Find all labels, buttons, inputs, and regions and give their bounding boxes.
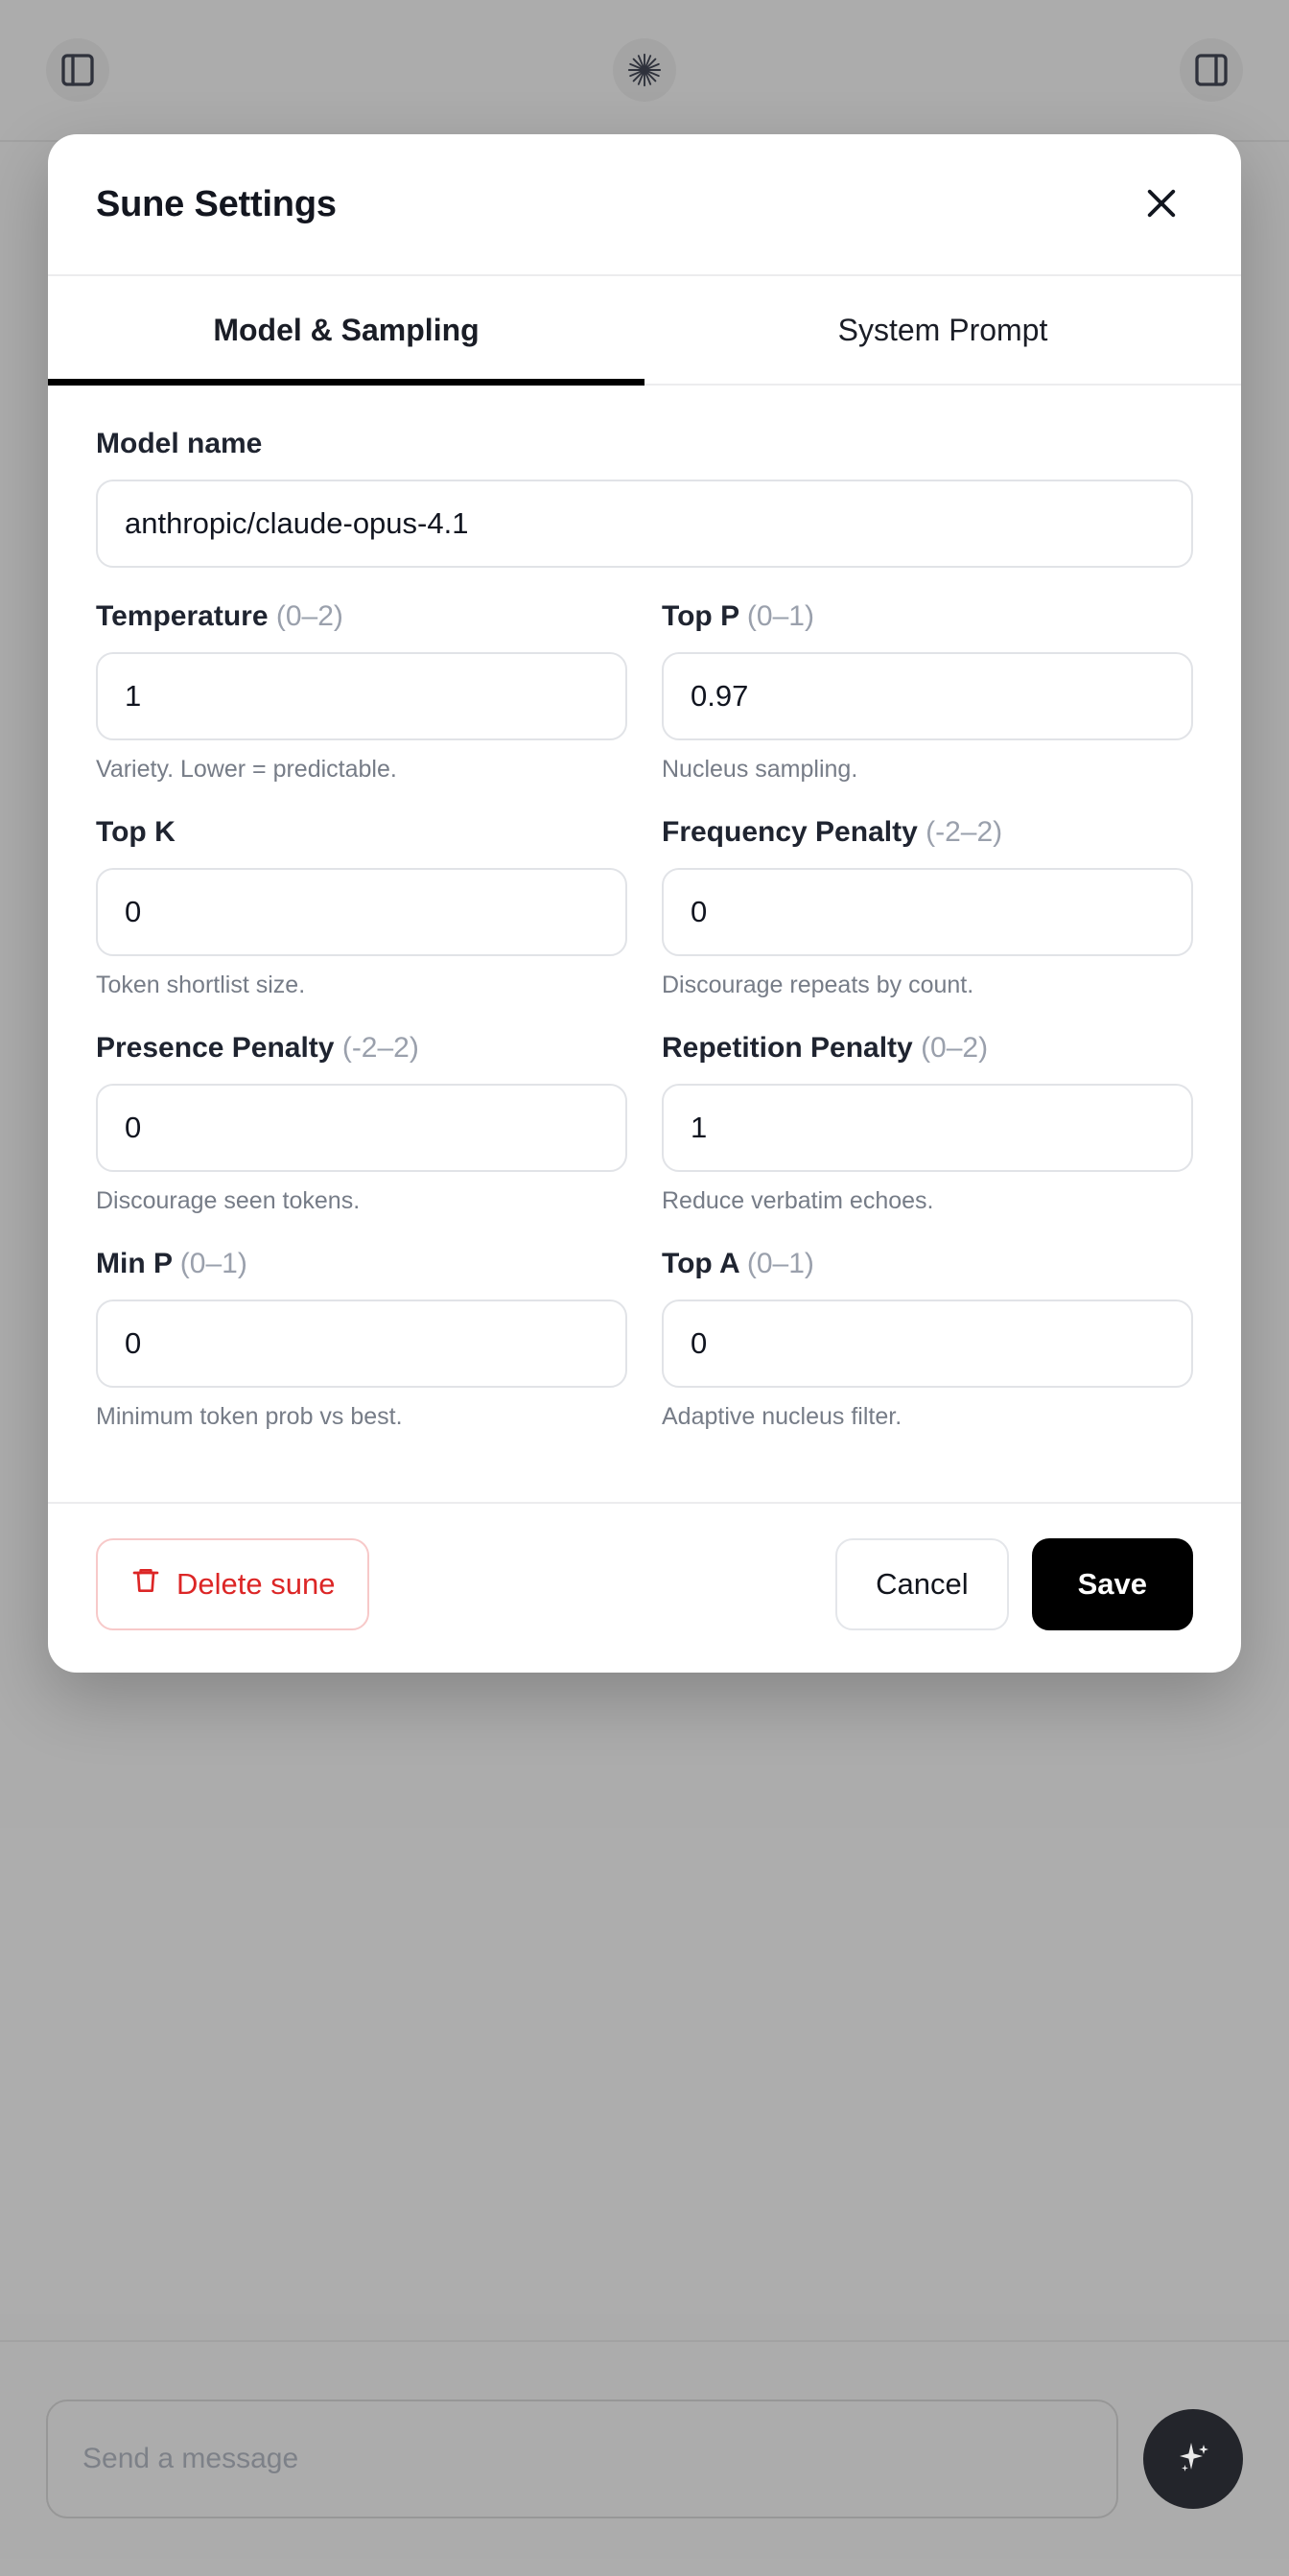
presence-penalty-hint: Discourage seen tokens. bbox=[96, 1187, 361, 1214]
presence-penalty-label: Presence Penalty (-2–2) bbox=[96, 1032, 419, 1064]
top-a-hint: Adaptive nucleus filter. bbox=[662, 1403, 902, 1430]
top-p-range: (0–1) bbox=[746, 600, 814, 632]
field-top-p: Top P (0–1) Nucleus sampling. bbox=[662, 600, 1193, 784]
sampling-fields-grid: Temperature (0–2) Variety. Lower = predi… bbox=[96, 600, 1193, 1464]
dialog-title: Sune Settings bbox=[96, 183, 337, 224]
dialog-header: Sune Settings bbox=[48, 134, 1241, 276]
delete-sune-button[interactable]: Delete sune bbox=[96, 1538, 370, 1630]
right-panel-toggle-icon bbox=[1192, 51, 1230, 89]
dialog-body: Model name Temperature (0–2) Variety. Lo… bbox=[48, 386, 1241, 1502]
min-p-label: Min P (0–1) bbox=[96, 1248, 247, 1279]
frequency-penalty-range: (-2–2) bbox=[926, 816, 1003, 848]
min-p-range: (0–1) bbox=[179, 1248, 247, 1279]
field-frequency-penalty: Frequency Penalty (-2–2) Discourage repe… bbox=[662, 816, 1193, 999]
field-repetition-penalty: Repetition Penalty (0–2) Reduce verbatim… bbox=[662, 1032, 1193, 1215]
min-p-input[interactable] bbox=[96, 1300, 627, 1388]
min-p-hint: Minimum token prob vs best. bbox=[96, 1403, 403, 1430]
temperature-label: Temperature (0–2) bbox=[96, 600, 343, 632]
top-a-label: Top A (0–1) bbox=[662, 1248, 814, 1279]
delete-sune-label: Delete sune bbox=[176, 1567, 336, 1601]
temperature-range: (0–2) bbox=[275, 600, 343, 632]
repetition-penalty-input[interactable] bbox=[662, 1084, 1193, 1172]
model-name-input[interactable] bbox=[96, 480, 1193, 568]
top-a-input[interactable] bbox=[662, 1300, 1193, 1388]
footer-actions: Cancel Save bbox=[835, 1538, 1193, 1630]
repetition-penalty-label: Repetition Penalty (0–2) bbox=[662, 1032, 989, 1064]
close-x-icon bbox=[1141, 183, 1182, 226]
top-k-hint: Token shortlist size. bbox=[96, 972, 306, 998]
presence-penalty-range: (-2–2) bbox=[341, 1032, 419, 1064]
frequency-penalty-label: Frequency Penalty (-2–2) bbox=[662, 816, 1003, 848]
tab-model-and-sampling[interactable]: Model & Sampling bbox=[48, 276, 644, 386]
presence-penalty-input[interactable] bbox=[96, 1084, 627, 1172]
top-p-hint: Nucleus sampling. bbox=[662, 756, 858, 783]
field-model-name: Model name bbox=[96, 428, 1193, 568]
frequency-penalty-input[interactable] bbox=[662, 868, 1193, 956]
temperature-input[interactable] bbox=[96, 652, 627, 740]
trash-icon bbox=[130, 1565, 161, 1604]
dialog-footer: Delete sune Cancel Save bbox=[48, 1502, 1241, 1673]
field-top-a: Top A (0–1) Adaptive nucleus filter. bbox=[662, 1248, 1193, 1431]
top-k-label: Top K bbox=[96, 816, 176, 848]
save-button[interactable]: Save bbox=[1031, 1538, 1193, 1630]
repetition-penalty-hint: Reduce verbatim echoes. bbox=[662, 1187, 934, 1214]
message-composer bbox=[0, 2340, 1289, 2576]
tab-system-prompt[interactable]: System Prompt bbox=[644, 276, 1241, 384]
top-p-label: Top P (0–1) bbox=[662, 600, 814, 632]
sparkle-star-icon bbox=[1170, 2435, 1216, 2484]
field-presence-penalty: Presence Penalty (-2–2) Discourage seen … bbox=[96, 1032, 627, 1215]
top-p-input[interactable] bbox=[662, 652, 1193, 740]
dialog-tabs: Model & Sampling System Prompt bbox=[48, 276, 1241, 386]
left-panel-toggle-button[interactable] bbox=[46, 38, 109, 102]
field-temperature: Temperature (0–2) Variety. Lower = predi… bbox=[96, 600, 627, 784]
asterisk-sunburst-icon bbox=[626, 52, 663, 88]
asterisk-sunburst-button[interactable] bbox=[613, 38, 676, 102]
field-top-k: Top K Token shortlist size. bbox=[96, 816, 627, 999]
temperature-hint: Variety. Lower = predictable. bbox=[96, 756, 397, 783]
left-panel-toggle-icon bbox=[59, 51, 97, 89]
close-dialog-button[interactable] bbox=[1130, 173, 1193, 236]
repetition-penalty-range: (0–2) bbox=[921, 1032, 989, 1064]
sune-settings-dialog: Sune Settings Model & Sampling System Pr… bbox=[48, 134, 1241, 1673]
right-panel-toggle-button[interactable] bbox=[1180, 38, 1243, 102]
model-name-label: Model name bbox=[96, 428, 263, 459]
field-min-p: Min P (0–1) Minimum token prob vs best. bbox=[96, 1248, 627, 1431]
message-input[interactable] bbox=[46, 2400, 1118, 2518]
top-a-range: (0–1) bbox=[746, 1248, 814, 1279]
top-k-input[interactable] bbox=[96, 868, 627, 956]
cancel-button[interactable]: Cancel bbox=[835, 1538, 1009, 1630]
send-button[interactable] bbox=[1143, 2409, 1243, 2509]
frequency-penalty-hint: Discourage repeats by count. bbox=[662, 972, 974, 998]
